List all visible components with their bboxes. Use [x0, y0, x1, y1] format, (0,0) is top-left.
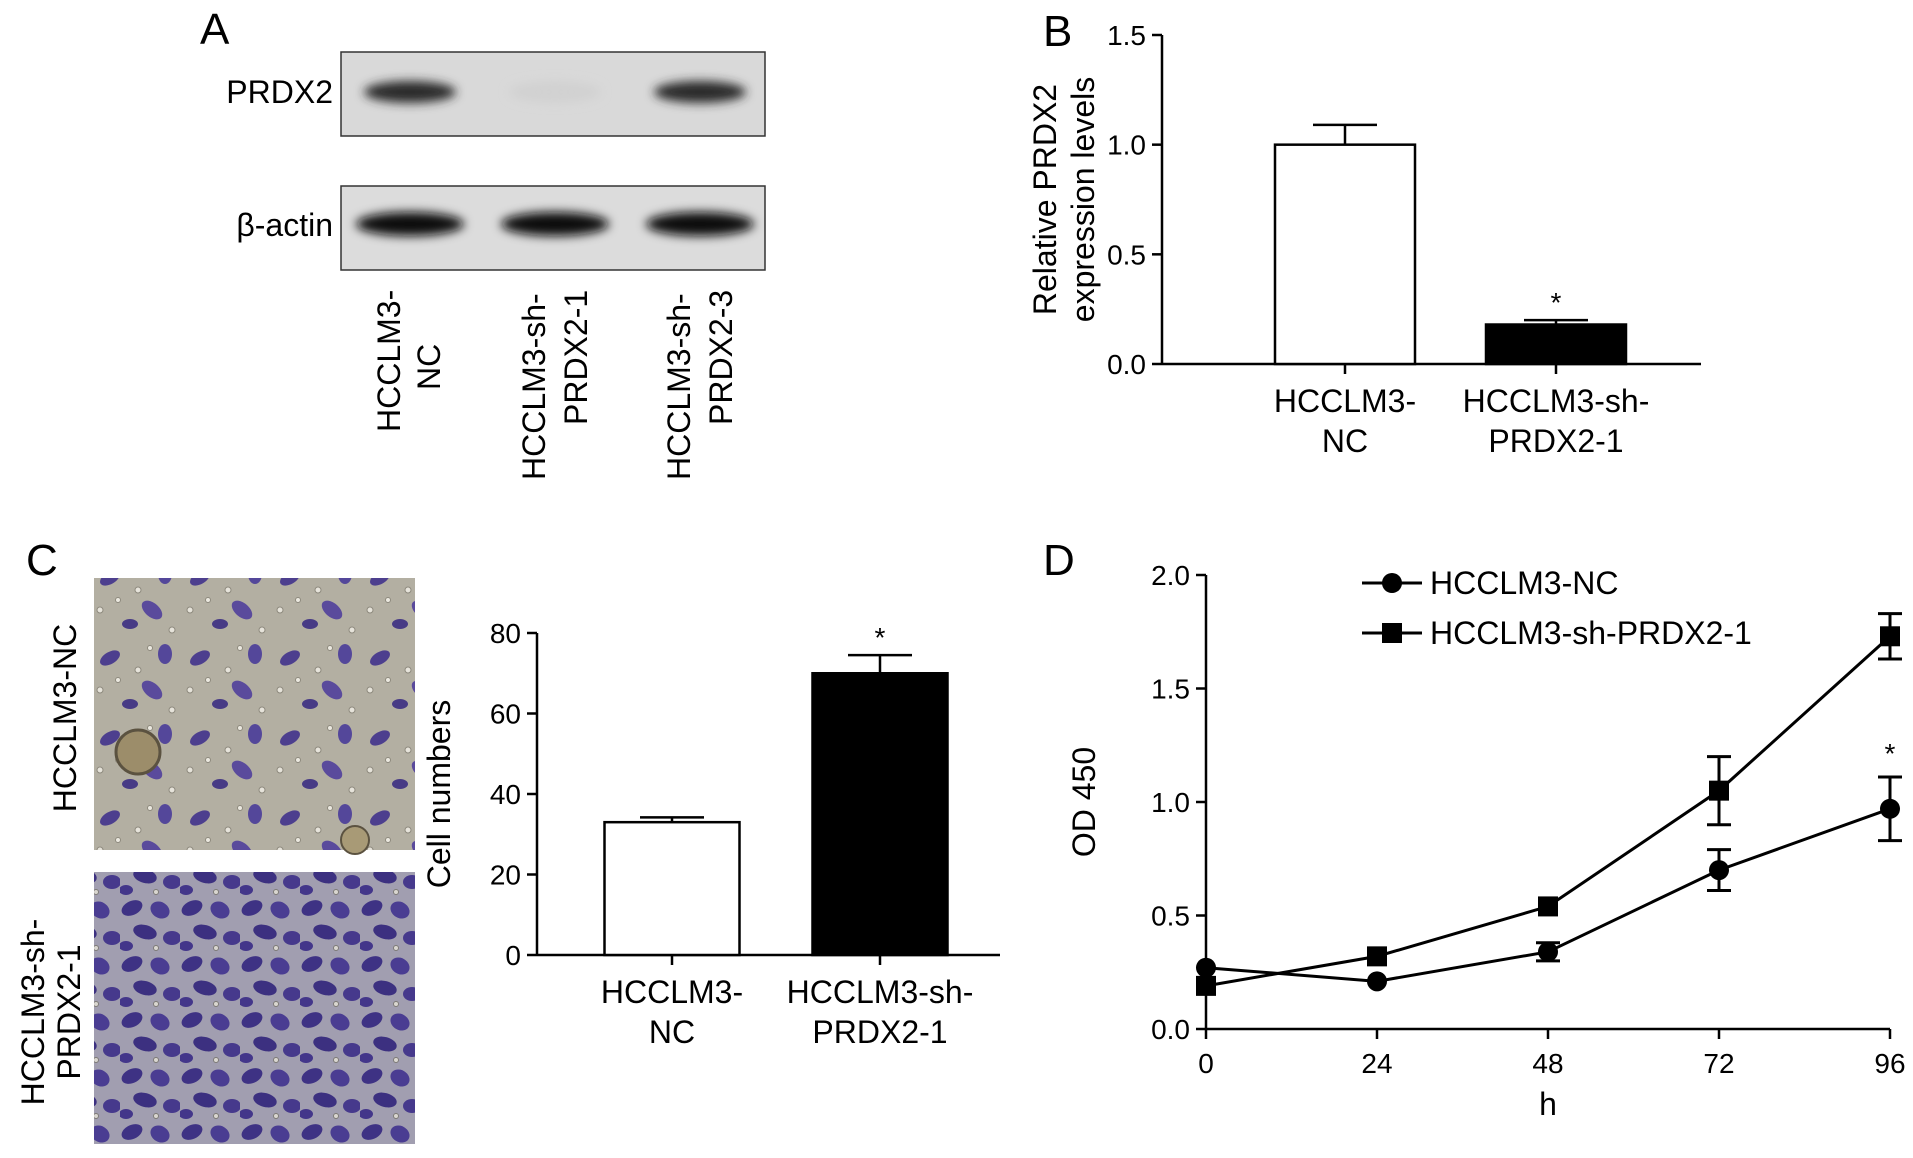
x-tick-label: 72 [1703, 1048, 1734, 1079]
category-label: NC [1322, 423, 1368, 459]
data-point [1196, 957, 1216, 978]
significance-mark: * [1551, 287, 1562, 318]
x-tick-label: 96 [1874, 1048, 1905, 1079]
beta-actin-bands [356, 212, 754, 236]
data-point [1538, 896, 1558, 917]
prdx2-band [509, 81, 601, 103]
y-tick-label: 1.0 [1151, 787, 1190, 818]
y-tick-label: 20 [490, 860, 521, 891]
data-point [1709, 860, 1729, 881]
lane-label-nc-line2: NC [411, 344, 447, 390]
prdx2-band [364, 81, 456, 103]
panel-d: D 0.0 0.5 1.0 1.5 2.0 0 24 48 72 96 h OD 450 HCCLM3-… [1043, 536, 1906, 1122]
y-tick-label: 1.5 [1151, 674, 1190, 705]
beta-actin-band [646, 212, 754, 236]
y-tick-label: 0.0 [1107, 349, 1146, 380]
bar [1484, 323, 1628, 366]
category-label: HCCLM3- [1274, 383, 1416, 419]
lane-label-sh1-line1: HCCLM3-sh- [516, 293, 552, 480]
y-tick-label: 1.0 [1107, 130, 1146, 161]
legend-label: HCCLM3-NC [1430, 565, 1618, 601]
panel-c-chart: 0 20 40 60 80 HCCLM3- NC * HCCLM3-sh- PRDX2-1 Cell… [421, 618, 1000, 1050]
micrograph-hcclm3-nc [94, 578, 415, 855]
bar [603, 820, 741, 957]
data-point [1880, 798, 1900, 819]
bar [811, 672, 949, 957]
panel-letter-b: B [1043, 7, 1072, 56]
series-line [1205, 635, 1892, 988]
data-point [1709, 780, 1729, 801]
category-label: HCCLM3-sh- [787, 974, 974, 1010]
legend-marker [1382, 623, 1402, 643]
category-label: NC [649, 1014, 695, 1050]
category-label: PRDX2-1 [812, 1014, 947, 1050]
y-tick-label: 60 [490, 699, 521, 730]
panel-a: A PRDX2 β-actin HCCLM3- NC HCCLM3-sh- PR… [200, 5, 766, 480]
data-point [1367, 946, 1387, 967]
y-axis-label: Relative PRDX2 [1027, 84, 1063, 315]
image-label-sh-line1: HCCLM3-sh- [15, 919, 51, 1106]
blot-prdx2 [340, 51, 766, 137]
x-tick-label: 24 [1361, 1048, 1392, 1079]
panel-letter-d: D [1043, 536, 1075, 585]
y-tick-label: 0 [505, 940, 521, 971]
blot-label-prdx2: PRDX2 [226, 74, 333, 110]
significance-mark: * [1885, 738, 1896, 769]
lane-label-sh1-line2: PRDX2-1 [558, 290, 594, 425]
y-axis-label: OD 450 [1066, 747, 1102, 857]
beta-actin-band [501, 212, 609, 236]
y-tick-label: 80 [490, 618, 521, 649]
y-axis-label: expression levels [1065, 77, 1101, 322]
y-tick-label: 0.5 [1151, 901, 1190, 932]
category-label: HCCLM3- [601, 974, 743, 1010]
lane-label-sh3-line1: HCCLM3-sh- [661, 293, 697, 480]
data-point [1880, 626, 1900, 647]
category-label: HCCLM3-sh- [1463, 383, 1650, 419]
lane-label-sh3-line2: PRDX2-3 [703, 290, 739, 425]
significance-mark: * [875, 622, 886, 653]
prdx2-band [654, 81, 746, 103]
y-tick-label: 1.5 [1107, 20, 1146, 51]
lane-label-nc-line1: HCCLM3- [371, 290, 407, 432]
category-label: PRDX2-1 [1488, 423, 1623, 459]
bar [1273, 143, 1417, 366]
image-label-sh-line2: PRDX2-1 [51, 944, 87, 1079]
data-point [1538, 941, 1558, 962]
x-axis-label: h [1539, 1086, 1557, 1122]
prdx2-bands [364, 81, 746, 103]
y-tick-label: 2.0 [1151, 560, 1190, 591]
y-tick-label: 0.5 [1107, 239, 1146, 270]
data-point [1367, 971, 1387, 992]
legend-marker [1382, 573, 1402, 593]
y-tick-label: 0.0 [1151, 1014, 1190, 1045]
panel-letter-a: A [200, 5, 230, 54]
legend-label: HCCLM3-sh-PRDX2-1 [1430, 615, 1752, 651]
image-label-nc: HCCLM3-NC [47, 624, 83, 812]
y-tick-label: 40 [490, 779, 521, 810]
blot-beta-actin [340, 185, 766, 271]
x-tick-label: 48 [1532, 1048, 1563, 1079]
micrograph-hcclm3-sh-prdx2-1 [94, 872, 415, 1144]
panel-letter-c: C [26, 536, 58, 585]
blot-label-beta-actin: β-actin [236, 207, 333, 243]
panel-b: B 0.0 0.5 1.0 1.5 HCCLM3- NC * HCCLM3-sh- PRDX2-… [1027, 7, 1701, 459]
y-axis-label: Cell numbers [421, 700, 457, 889]
panel-c: C HCCLM3-NC HCCLM3-sh- PRDX2-1 [15, 536, 415, 1144]
beta-actin-band [356, 212, 464, 236]
x-tick-label: 0 [1198, 1048, 1214, 1079]
data-point [1196, 975, 1216, 996]
